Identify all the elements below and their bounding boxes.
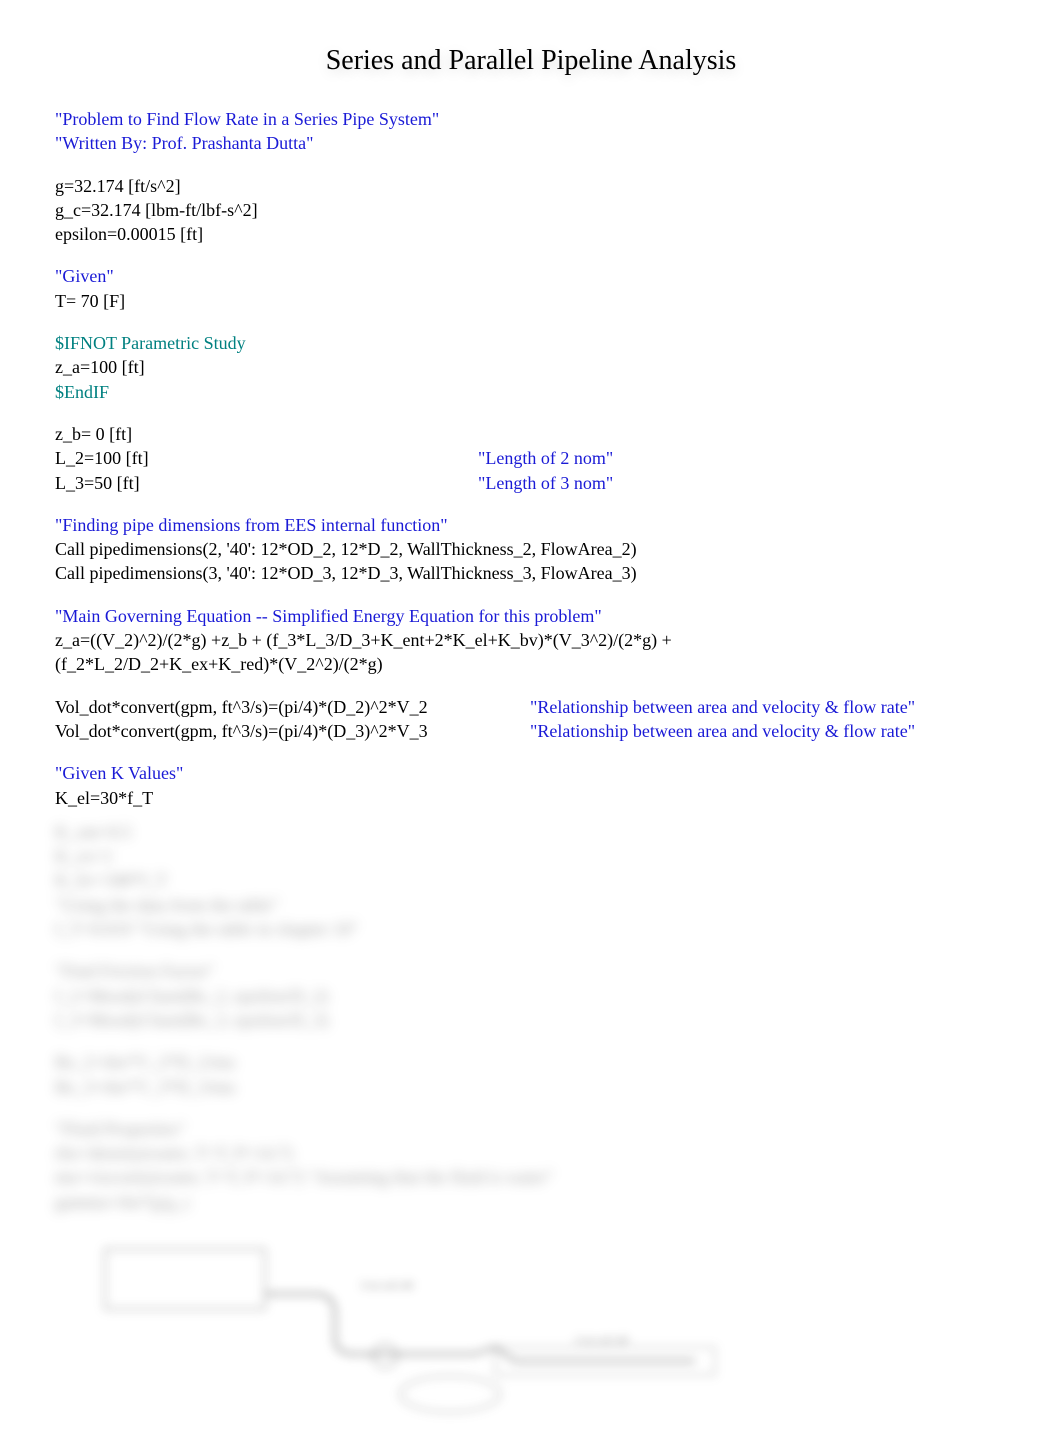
maineq-2: (f_2*L_2/D_2+K_ex+K_red)*(V_2^2)/(2*g) <box>55 652 1007 676</box>
blur-line: f_2=MoodyChart(Re_2, epsilon/D_2) <box>55 984 1007 1008</box>
var-zb: z_b= 0 [ft] <box>55 422 1007 446</box>
blur-line: K_ex=1 <box>55 844 1007 868</box>
blur-line: "Using the data from the table" <box>55 893 1007 917</box>
comment-finddim: "Finding pipe dimensions from EES intern… <box>55 513 1007 537</box>
blur-line: Re_2=rho*V_2*D_2/mu <box>55 1050 1007 1074</box>
call-pipedim-2: Call pipedimensions(2, '40': 12*OD_2, 12… <box>55 537 1007 561</box>
var-za: z_a=100 [ft] <box>55 355 1007 379</box>
blur-line: gamma=rho*g/g_c <box>55 1190 1007 1214</box>
comment-author: "Written By: Prof. Prashanta Dutta" <box>55 131 1007 155</box>
blur-line: K_bv=340*f_T <box>55 868 1007 892</box>
comment-maineq: "Main Governing Equation -- Simplified E… <box>55 604 1007 628</box>
comment-voldot-2: "Relationship between area and velocity … <box>530 695 915 719</box>
comment-problem: "Problem to Find Flow Rate in a Series P… <box>55 107 1007 131</box>
voldot-2: Vol_dot*convert(gpm, ft^3/s)=(pi/4)*(D_2… <box>55 695 530 719</box>
directive-ifnot: $IFNOT Parametric Study <box>55 331 1007 355</box>
comment-L3: "Length of 3 nom" <box>478 471 613 495</box>
directive-endif: $EndIF <box>55 380 1007 404</box>
const-gc: g_c=32.174 [lbm-ft/lbf-s^2] <box>55 198 1007 222</box>
call-pipedim-3: Call pipedimensions(3, '40': 12*OD_3, 12… <box>55 561 1007 585</box>
comment-kvals: "Given K Values" <box>55 761 1007 785</box>
voldot-3: Vol_dot*convert(gpm, ft^3/s)=(pi/4)*(D_3… <box>55 719 530 743</box>
blur-line: "Find Friction Factor" <box>55 959 1007 983</box>
blur-line: f_T=0.019 "Using the table in chapter 10… <box>55 917 1007 941</box>
blur-line: K_ent=0.5 <box>55 820 1007 844</box>
const-g: g=32.174 [ft/s^2] <box>55 174 1007 198</box>
var-L3: L_3=50 [ft] <box>55 471 478 495</box>
diagram-label-3in: 3-in sch 40 <box>360 1278 413 1292</box>
var-kel: K_el=30*f_T <box>55 786 1007 810</box>
comment-voldot-3: "Relationship between area and velocity … <box>530 719 915 743</box>
comment-L2: "Length of 2 nom" <box>478 446 613 470</box>
blur-line: "Fluid Properties" <box>55 1117 1007 1141</box>
pipeline-diagram: 3-in sch 40 2-in sch 40 <box>55 1239 1007 1439</box>
const-epsilon: epsilon=0.00015 [ft] <box>55 222 1007 246</box>
var-L2: L_2=100 [ft] <box>55 446 478 470</box>
comment-given: "Given" <box>55 264 1007 288</box>
page-title: Series and Parallel Pipeline Analysis <box>55 45 1007 77</box>
maineq-1: z_a=((V_2)^2)/(2*g) +z_b + (f_3*L_3/D_3+… <box>55 628 1007 652</box>
diagram-label-2in: 2-in sch 40 <box>575 1333 628 1347</box>
given-T: T= 70 [F] <box>55 289 1007 313</box>
blur-line: mu=viscosity(water, T=T, P=14.7) "Assumi… <box>55 1165 1007 1189</box>
blur-line: rho=density(water, T=T, P=14.7) <box>55 1141 1007 1165</box>
blur-line: f_3=MoodyChart(Re_3, epsilon/D_3) <box>55 1008 1007 1032</box>
blur-line: Re_3=rho*V_3*D_3/mu <box>55 1075 1007 1099</box>
blurred-region: K_ent=0.5 K_ex=1 K_bv=340*f_T "Using the… <box>55 820 1007 1214</box>
